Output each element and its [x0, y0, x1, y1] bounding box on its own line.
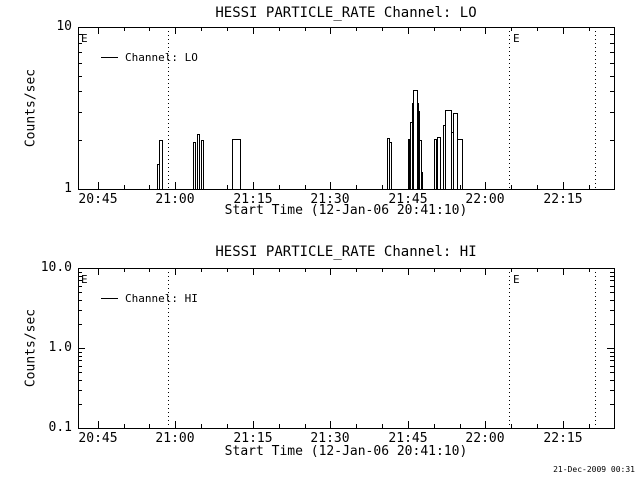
x-tick-label-lo: 22:00 [465, 192, 505, 207]
y-tick-label-hi: 1.0 [48, 340, 72, 355]
eclipse-label-lo: E [513, 32, 520, 45]
y-tick-label-lo: 10 [56, 19, 72, 34]
x-tick-label-lo: 21:45 [388, 192, 428, 207]
eclipse-label-hi: E [81, 273, 88, 286]
x-tick-label-lo: 22:15 [543, 192, 583, 207]
panel-lo-y-axis-label: Counts/sec [23, 68, 39, 148]
x-tick-label-lo: 21:15 [233, 192, 273, 207]
creation-timestamp: 21-Dec-2009 00:31 [553, 465, 635, 474]
y-tick-label-lo: 1 [64, 181, 72, 196]
x-tick-label-lo: 21:30 [310, 192, 350, 207]
panel-hi-x-axis-label: Start Time (12-Jan-06 20:41:10) [224, 444, 468, 459]
panel-lo-x-axis-label: Start Time (12-Jan-06 20:41:10) [224, 203, 468, 218]
x-tick-label-hi: 21:45 [388, 431, 428, 446]
panel-hi-title: HESSI PARTICLE_RATE Channel: HI [215, 244, 477, 260]
legend-label-hi: Channel: HI [125, 292, 198, 305]
x-tick-label-hi: 20:45 [78, 431, 118, 446]
data-series-lo [78, 90, 614, 190]
panel-lo-title: HESSI PARTICLE_RATE Channel: LO [215, 5, 477, 21]
legend-line-sample-lo [101, 57, 118, 58]
x-tick-label-hi: 22:15 [543, 431, 583, 446]
eclipse-label-lo: E [81, 32, 88, 45]
y-tick-label-hi: 10.0 [40, 260, 72, 275]
panel-lo-legend: Channel: LO [101, 52, 198, 63]
legend-line-sample-hi [101, 298, 118, 299]
x-tick-label-hi: 21:30 [310, 431, 350, 446]
x-tick-label-hi: 22:00 [465, 431, 505, 446]
x-tick-label-hi: 21:00 [155, 431, 195, 446]
x-tick-label-lo: 21:00 [155, 192, 195, 207]
eclipse-label-hi: E [513, 273, 520, 286]
panel-hi-legend: Channel: HI [101, 293, 198, 304]
y-tick-label-hi: 0.1 [48, 420, 72, 435]
x-tick-label-lo: 20:45 [78, 192, 118, 207]
x-tick-label-hi: 21:15 [233, 431, 273, 446]
legend-label-lo: Channel: LO [125, 51, 198, 64]
